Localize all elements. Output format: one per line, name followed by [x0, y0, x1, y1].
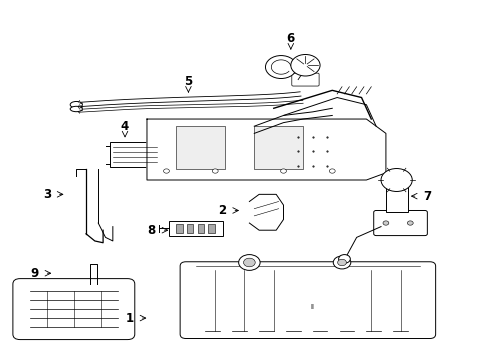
Text: 7: 7: [423, 190, 430, 203]
FancyBboxPatch shape: [291, 73, 319, 86]
Text: 2: 2: [218, 204, 226, 217]
Polygon shape: [147, 119, 385, 180]
Ellipse shape: [70, 106, 82, 112]
Circle shape: [280, 169, 286, 173]
Text: 4: 4: [121, 120, 129, 133]
Circle shape: [212, 169, 218, 173]
Text: II: II: [310, 304, 314, 310]
Bar: [176, 224, 182, 233]
Circle shape: [329, 169, 334, 173]
Bar: [385, 187, 407, 212]
Text: 1: 1: [125, 311, 134, 325]
Bar: [254, 126, 303, 169]
FancyBboxPatch shape: [373, 211, 427, 235]
Text: 5: 5: [184, 75, 192, 88]
Circle shape: [407, 221, 412, 225]
Circle shape: [338, 255, 349, 263]
FancyBboxPatch shape: [13, 279, 135, 339]
Text: 9: 9: [31, 267, 39, 280]
Bar: [168, 221, 222, 235]
FancyBboxPatch shape: [180, 262, 435, 338]
Circle shape: [163, 169, 169, 173]
Bar: [176, 126, 224, 169]
Text: 8: 8: [147, 224, 156, 237]
Bar: [110, 142, 159, 167]
Circle shape: [337, 259, 346, 266]
Text: 6: 6: [286, 32, 294, 45]
Circle shape: [243, 258, 255, 267]
Circle shape: [265, 55, 296, 78]
Bar: [208, 224, 214, 233]
Circle shape: [290, 54, 320, 76]
Bar: [197, 224, 203, 233]
Circle shape: [382, 221, 388, 225]
Text: 3: 3: [43, 188, 51, 201]
Ellipse shape: [70, 102, 82, 108]
Circle shape: [238, 255, 260, 270]
Circle shape: [332, 256, 350, 269]
Circle shape: [380, 168, 411, 192]
Bar: [186, 224, 193, 233]
